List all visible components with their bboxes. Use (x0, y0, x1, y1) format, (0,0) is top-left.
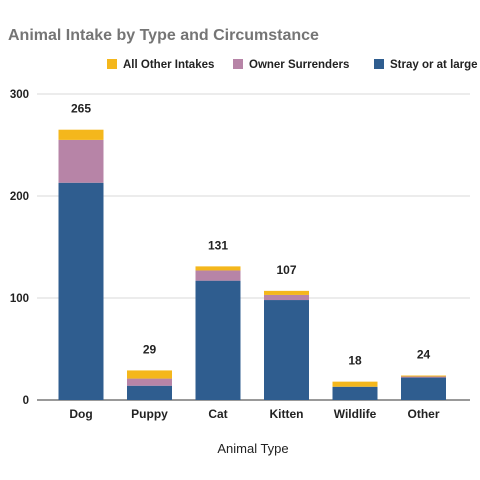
legend-item-stray-or-at-large: Stray or at large (374, 59, 478, 71)
y-tick-label: 200 (10, 191, 29, 203)
legend-item-owner-surrenders: Owner Surrenders (233, 59, 349, 71)
bars (58, 129, 446, 400)
legend: All Other Intakes Owner Surrenders Stray o… (107, 59, 478, 71)
legend-item-all-other-intakes: All Other Intakes (107, 59, 214, 71)
x-tick-label: Cat (208, 407, 227, 421)
legend-label: Owner Surrenders (249, 59, 349, 71)
x-tick-label: Dog (69, 407, 92, 421)
total-label: 131 (208, 238, 228, 252)
total-label: 107 (276, 263, 296, 277)
bar-cat-owner-surrenders (195, 270, 241, 281)
total-label: 24 (417, 348, 431, 362)
legend-swatch (374, 59, 384, 69)
gridlines (37, 93, 470, 401)
chart-title: Animal Intake by Type and Circumstance (8, 27, 319, 44)
bar-other-all-other-intakes (401, 375, 446, 377)
x-tick-label: Wildlife (334, 407, 377, 421)
bar-kitten-all-other-intakes (264, 290, 309, 295)
total-labels: 265 29 131 107 18 24 (71, 102, 431, 368)
total-label: 265 (71, 102, 91, 116)
bar-dog-all-other-intakes (58, 129, 104, 140)
y-tick-label: 300 (10, 89, 29, 101)
bar-other-stray-or-at-large (401, 377, 446, 400)
x-tick-label: Other (407, 407, 439, 421)
x-axis: Dog Puppy Cat Kitten Wildlife Other (69, 407, 439, 421)
bar-puppy-all-other-intakes (127, 370, 172, 379)
bar-wildlife-stray-or-at-large (332, 386, 378, 400)
bar-other-owner-surrenders (401, 376, 446, 378)
bar-kitten-owner-surrenders (264, 294, 309, 301)
legend-swatch (107, 59, 117, 69)
bar-cat-all-other-intakes (195, 266, 241, 271)
x-tick-label: Puppy (131, 407, 168, 421)
bar-dog-stray-or-at-large (58, 182, 104, 400)
bar-puppy-owner-surrenders (127, 378, 172, 386)
y-tick-label: 100 (10, 293, 29, 305)
y-axis: 0 100 200 300 (10, 89, 29, 407)
bar-kitten-stray-or-at-large (264, 300, 309, 400)
legend-label: Stray or at large (390, 59, 478, 71)
total-label: 29 (143, 342, 157, 356)
y-tick-label: 0 (23, 395, 29, 407)
x-tick-label: Kitten (270, 407, 304, 421)
total-label: 18 (348, 354, 362, 368)
bar-puppy-stray-or-at-large (127, 385, 172, 400)
x-axis-title: Animal Type (217, 441, 288, 456)
bar-cat-stray-or-at-large (195, 280, 241, 400)
bar-dog-owner-surrenders (58, 139, 104, 183)
legend-label: All Other Intakes (123, 59, 214, 71)
bar-wildlife-all-other-intakes (332, 381, 378, 387)
legend-swatch (233, 59, 243, 69)
